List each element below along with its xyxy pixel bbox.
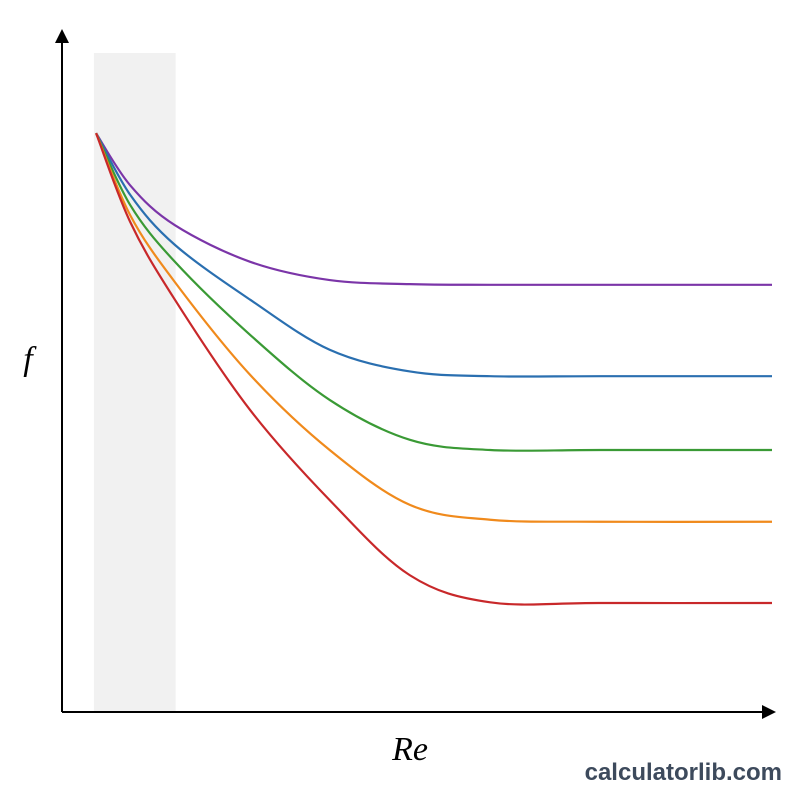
y-axis-label: f xyxy=(23,341,37,378)
x-arrow xyxy=(762,705,776,719)
curve xyxy=(95,132,772,452)
curve xyxy=(95,132,772,286)
plot-area xyxy=(93,53,773,712)
curve xyxy=(95,132,772,378)
x-axis-label: Re xyxy=(391,731,428,768)
y-arrow xyxy=(55,29,69,43)
curve xyxy=(95,132,773,606)
curve xyxy=(95,132,773,524)
watermark: calculatorlib.com xyxy=(585,759,782,786)
